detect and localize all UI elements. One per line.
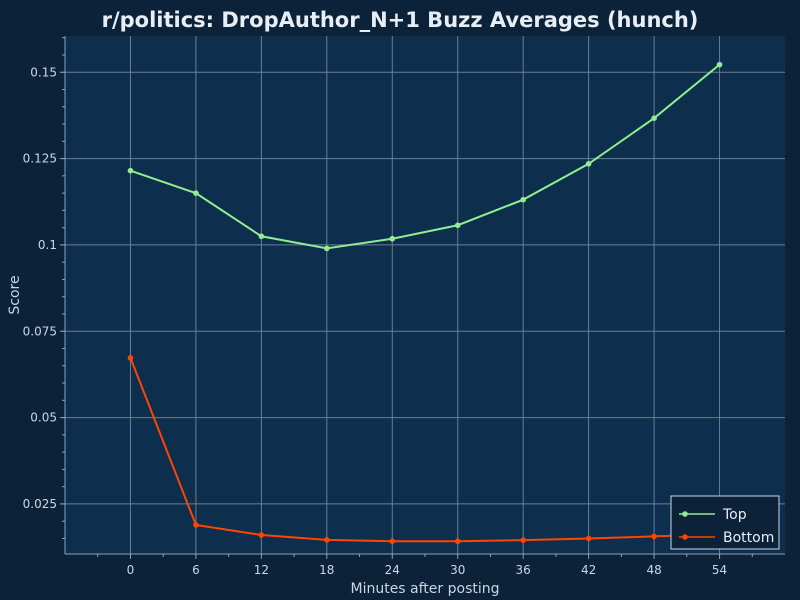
axes: 0 6 12 18 24 30 36 42 48 54 0.025 0.05 0.075 0.1 0.125…	[23, 36, 785, 577]
data-point-bottom	[520, 537, 526, 543]
x-tick-label: 0	[127, 563, 135, 577]
series-top	[127, 61, 723, 252]
series-line-top	[130, 63, 721, 250]
data-point-bottom	[454, 538, 461, 545]
y-tick-label: 0.15	[30, 65, 57, 79]
data-point-bottom	[651, 533, 657, 540]
y-tick-label: 0.075	[23, 324, 57, 338]
legend-box	[670, 495, 780, 550]
data-point-top	[520, 196, 526, 203]
data-point-top	[651, 115, 657, 121]
data-point-bottom	[193, 522, 199, 528]
data-point-bottom	[324, 537, 330, 543]
x-tick-label: 54	[712, 563, 727, 577]
data-point-top	[193, 190, 199, 196]
x-tick-label: 42	[581, 563, 596, 577]
data-point-top	[324, 245, 330, 252]
series-bottom	[127, 355, 723, 545]
grid-lines	[65, 36, 785, 554]
x-tick-label: 36	[516, 563, 531, 577]
legend-marker-top	[682, 511, 688, 517]
y-tick-label: 0.1	[38, 238, 57, 252]
y-tick-label: 0.05	[30, 411, 57, 425]
x-tick-label: 48	[646, 563, 661, 577]
series-layer	[127, 61, 723, 545]
y-axis-label: Score	[7, 275, 23, 314]
data-point-top	[258, 233, 265, 240]
x-tick-label: 12	[254, 563, 269, 577]
data-point-top	[127, 167, 134, 174]
data-point-bottom	[585, 535, 592, 542]
legend-marker-bottom	[682, 534, 688, 540]
data-point-top	[454, 222, 461, 229]
y-tick-label: 0.025	[23, 497, 57, 511]
x-tick-label: 30	[450, 563, 465, 577]
data-point-top	[716, 61, 723, 68]
y-tick-label: 0.125	[23, 152, 57, 166]
series-line-bottom	[129, 357, 720, 543]
data-point-bottom	[258, 532, 265, 538]
data-point-top	[389, 235, 396, 242]
legend-label-bottom: Bottom	[723, 530, 774, 546]
x-tick-label: 24	[385, 563, 400, 577]
x-tick-label: 18	[319, 563, 334, 577]
x-tick-label: 6	[192, 563, 200, 577]
legend-label-top: Top	[722, 507, 747, 523]
data-point-top	[585, 160, 592, 167]
data-point-bottom	[389, 538, 396, 545]
chart-title: r/politics: DropAuthor_N+1 Buzz Averages…	[102, 8, 699, 32]
legend: Top Bottom	[670, 495, 780, 550]
x-axis-label: Minutes after posting	[350, 581, 499, 597]
data-point-bottom	[127, 355, 134, 361]
plot-area	[65, 36, 785, 554]
